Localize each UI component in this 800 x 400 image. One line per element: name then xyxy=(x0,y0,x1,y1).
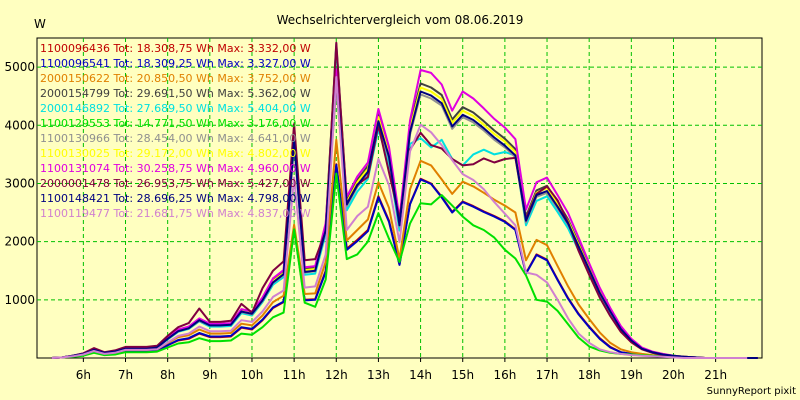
x-tick-label: 21h xyxy=(704,368,727,382)
chart-title: Wechselrichtervergleich vom 08.06.2019 xyxy=(277,13,524,27)
x-tick-label: 11h xyxy=(283,368,306,382)
series-line-9 xyxy=(51,68,758,359)
legend-entry-5: 2000146892 Tot: 27.689,50 Wh Max: 5.404,… xyxy=(40,102,311,115)
y-tick-label: 5000 xyxy=(4,60,35,74)
legend-entry-3: 2000150622 Tot: 20.850,50 Wh Max: 3.752,… xyxy=(40,72,311,85)
plot-area-frame xyxy=(36,37,763,359)
x-tick-label: 18h xyxy=(578,368,601,382)
y-tick-label: 3000 xyxy=(4,176,35,190)
report-credit: SunnyReport pixit xyxy=(707,386,796,397)
x-tick-label: 8h xyxy=(160,368,175,382)
x-tick-label: 14h xyxy=(409,368,432,382)
x-tick-label: 13h xyxy=(367,368,390,382)
series-line-12 xyxy=(51,76,748,359)
legend-entry-10: 2000001478 Tot: 26.953,75 Wh Max: 5.427,… xyxy=(40,177,311,190)
legend-entry-12: 1100119477 Tot: 21.681,75 Wh Max: 4.837,… xyxy=(40,207,311,220)
x-tick-label: 19h xyxy=(620,368,643,382)
y-tick-label: 1000 xyxy=(4,293,35,307)
legend-entry-8: 1100130025 Tot: 29.172,00 Wh Max: 4.802,… xyxy=(40,147,311,160)
x-tick-label: 10h xyxy=(241,368,264,382)
x-tick-label: 12h xyxy=(325,368,348,382)
legend-entry-9: 1100131074 Tot: 30.258,75 Wh Max: 4.960,… xyxy=(40,162,311,175)
x-tick-label: 9h xyxy=(202,368,217,382)
x-tick-label: 20h xyxy=(662,368,685,382)
x-tick-label: 16h xyxy=(493,368,516,382)
x-tick-label: 17h xyxy=(536,368,559,382)
legend-entry-6: 1100129553 Tot: 14.771,50 Wh Max: 3.176,… xyxy=(40,117,311,130)
series-line-11 xyxy=(51,78,758,359)
x-tick-label: 7h xyxy=(118,368,133,382)
x-tick-label: 15h xyxy=(451,368,474,382)
y-tick-label: 4000 xyxy=(4,118,35,132)
legend-entry-11: 1100148421 Tot: 28.696,25 Wh Max: 4.798,… xyxy=(40,192,311,205)
y-tick-label: 2000 xyxy=(4,235,35,249)
legend-entry-1: 1100096436 Tot: 18.308,75 Wh Max: 3.332,… xyxy=(40,42,311,55)
y-axis-unit: W xyxy=(34,17,46,31)
legend-entry-2: 1100096541 Tot: 18.309,25 Wh Max: 3.327,… xyxy=(40,57,311,70)
legend-entry-7: 1100130966 Tot: 28.454,00 Wh Max: 4.641,… xyxy=(40,132,311,145)
legend-entry-4: 2000154799 Tot: 29.691,50 Wh Max: 5.362,… xyxy=(40,87,311,100)
x-tick-label: 6h xyxy=(76,368,91,382)
